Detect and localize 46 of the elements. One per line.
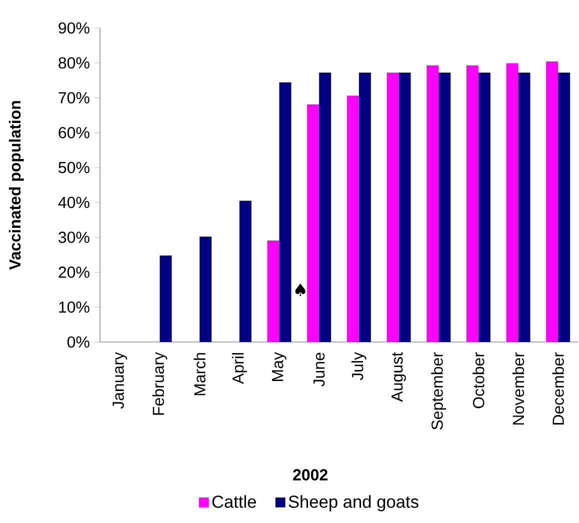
bar <box>358 72 371 342</box>
bar <box>267 240 280 342</box>
bar <box>346 96 359 342</box>
x-tick-label: March <box>194 353 206 396</box>
bar <box>558 72 570 342</box>
y-tick-label: 50% <box>58 162 90 174</box>
y-tick-label: 20% <box>58 266 90 278</box>
bar <box>398 72 411 342</box>
x-tick-label: January <box>112 352 128 409</box>
bar <box>279 82 292 342</box>
y-tick-label: 70% <box>58 92 90 104</box>
y-tick-label: 60% <box>58 127 90 138</box>
annotation: ♠ <box>295 283 306 296</box>
x-tick-label: October <box>472 352 484 408</box>
y-tick-label: 0% <box>67 336 90 348</box>
x-tick-label: June <box>314 352 325 386</box>
bar <box>506 63 518 342</box>
bar <box>319 72 332 342</box>
x-tick-label: July <box>351 352 366 380</box>
bar <box>307 104 320 342</box>
bar <box>518 72 530 342</box>
bar <box>546 61 558 342</box>
legend-label: Cattle <box>212 495 256 508</box>
legend-label: Sheep and goats <box>288 495 418 512</box>
x-axis-title: 2002 <box>293 469 328 480</box>
x-tick-label: February <box>152 352 168 415</box>
bar <box>466 65 478 342</box>
x-tick-label: April <box>232 353 247 384</box>
y-tick-label: 80% <box>58 57 90 69</box>
y-tick-label: 40% <box>58 196 90 208</box>
y-tick-label: 90% <box>58 22 90 34</box>
bar <box>200 236 212 342</box>
y-axis-title: Vaccinated population <box>8 101 24 270</box>
x-tick-label: May <box>272 352 286 381</box>
x-tick-label: November <box>512 352 524 425</box>
x-tick-label: September <box>431 352 446 430</box>
x-tick-label: December <box>552 352 564 425</box>
bar <box>438 72 451 342</box>
bar <box>160 255 172 342</box>
bar <box>478 72 490 342</box>
y-tick-label: 10% <box>59 301 90 313</box>
y-tick-label: 30% <box>58 232 90 243</box>
bar <box>386 72 399 342</box>
bar <box>426 65 439 342</box>
x-tick-label: August <box>392 352 406 402</box>
bar <box>239 200 252 342</box>
